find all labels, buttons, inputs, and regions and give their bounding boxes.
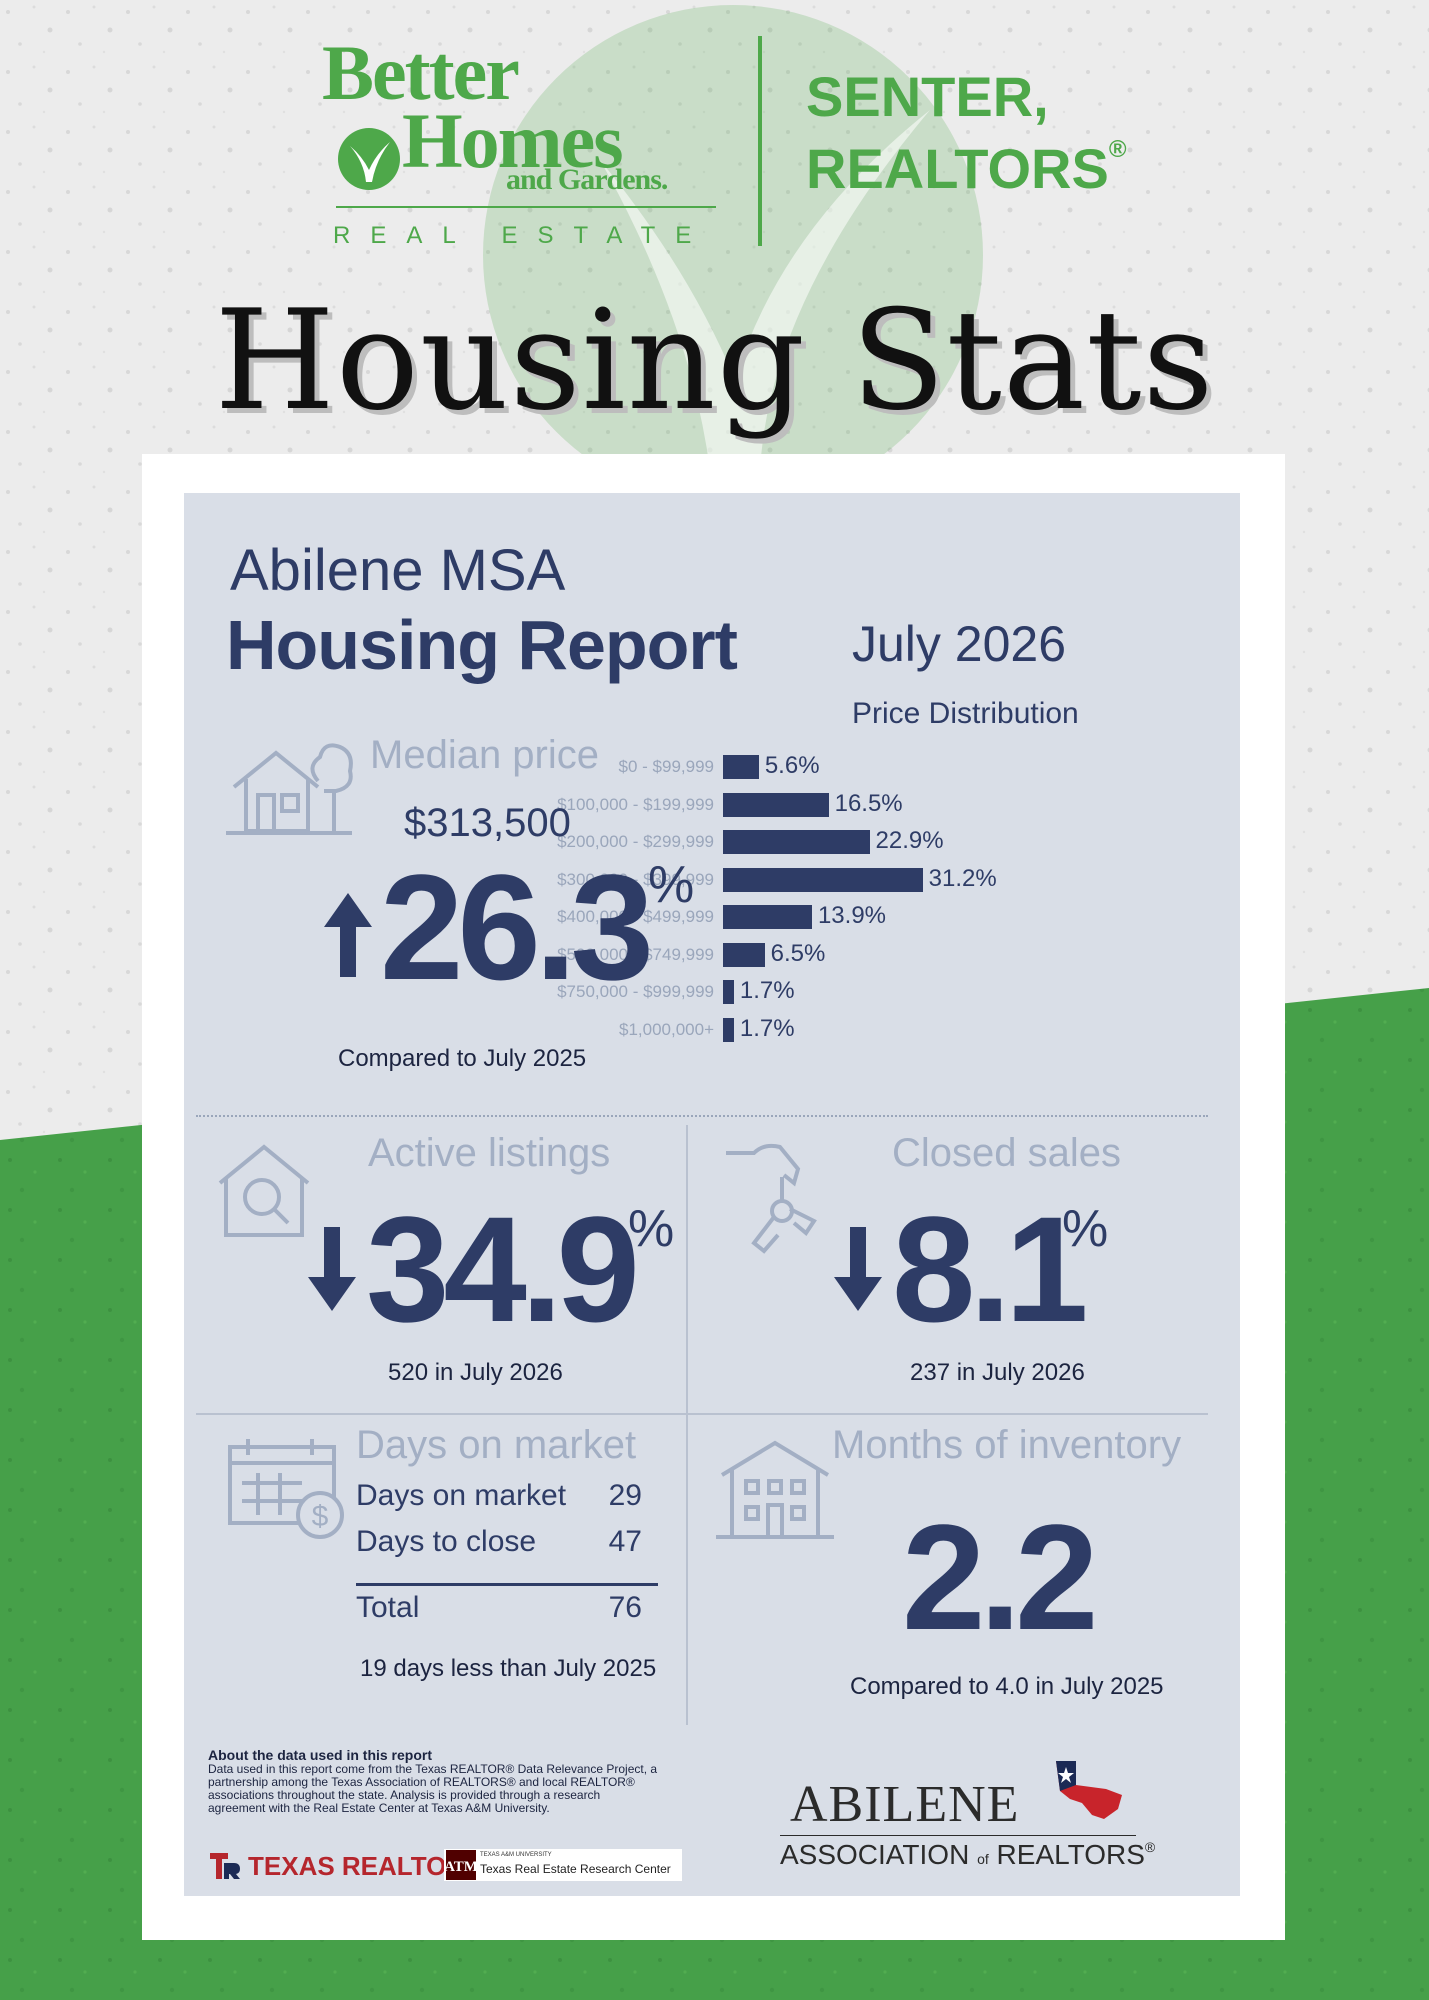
distribution-bar <box>723 792 829 817</box>
distribution-bar <box>723 980 734 1004</box>
median-price-value: $313,500 <box>404 801 571 845</box>
distribution-label: $300,000 - $399,999 <box>557 869 714 889</box>
months-inventory-caption: Compared to 4.0 in July 2025 <box>850 1673 1164 1700</box>
distribution-bar <box>723 867 923 892</box>
distribution-value: 1.7% <box>739 1014 795 1042</box>
bhg-leaf-icon <box>338 128 400 190</box>
closed-sales-caption: 237 in July 2026 <box>910 1359 1085 1386</box>
hand-keys-icon <box>726 1143 817 1254</box>
distribution-label: $100,000 - $199,999 <box>557 794 714 814</box>
median-price-caption: Compared to July 2025 <box>338 1045 587 1072</box>
divider-vertical-middle <box>686 1125 688 1725</box>
bhg-logo-homes: Homes <box>402 97 624 184</box>
abilene-logo-word: ABILENE <box>790 1776 1020 1833</box>
bhg-logo-real-estate: REAL ESTATE <box>333 222 712 249</box>
bhg-logo-gardens: and Gardens. <box>506 163 668 196</box>
distribution-label: $200,000 - $299,999 <box>557 832 714 851</box>
abilene-logo-realtors: REALTORS <box>996 1839 1145 1870</box>
region-title: Abilene MSA <box>230 538 566 603</box>
about-title: About the data used in this report <box>208 1747 433 1763</box>
dom-row-2-value: 47 <box>608 1525 642 1558</box>
divider-horizontal-middle <box>196 1413 1208 1415</box>
dom-row-2-name: Days to close <box>356 1525 537 1558</box>
report-panel: Abilene MSA Housing Report July 2026 Pri… <box>184 493 1240 1896</box>
logo-separator <box>758 36 762 246</box>
brand-header: Better Homes and Gardens. REAL ESTATE SE… <box>0 0 1429 260</box>
median-price-pct: % <box>648 856 695 914</box>
arrow-up-icon <box>324 893 372 977</box>
arrow-down-icon <box>308 1227 356 1311</box>
report-period: July 2026 <box>852 616 1067 672</box>
office-name-line2: REALTORS® <box>806 136 1127 201</box>
registered-mark: ® <box>1108 136 1127 163</box>
distribution-bar <box>723 755 759 779</box>
report-heading: Housing Report <box>226 606 738 684</box>
price-distribution-title: Price Distribution <box>852 697 1079 730</box>
registered-mark: ® <box>1144 1839 1156 1855</box>
office-name-line1: SENTER, <box>806 65 1049 128</box>
svg-text:ATM: ATM <box>446 1859 476 1875</box>
distribution-label: $400,000 - $499,999 <box>557 907 714 926</box>
dom-row-1-value: 29 <box>608 1479 642 1512</box>
texas-flag-state-icon <box>1056 1761 1122 1819</box>
distribution-bar <box>723 942 765 967</box>
active-listings-label: Active listings <box>368 1131 611 1175</box>
median-price-change: 26.3 <box>380 843 654 1011</box>
abilene-logo-sub: ASSOCIATION of REALTORS® <box>780 1839 1155 1871</box>
calendar-dollar-icon: $ <box>228 1439 344 1539</box>
active-listings-caption: 520 in July 2026 <box>388 1359 563 1386</box>
svg-text:$: $ <box>312 1500 329 1533</box>
closed-sales-label: Closed sales <box>892 1131 1122 1175</box>
distribution-value: 31.2% <box>928 864 997 892</box>
texas-realtors-mark-icon <box>210 1853 240 1879</box>
dom-total-value: 76 <box>608 1591 642 1624</box>
divider-horizontal-top <box>196 1115 1208 1117</box>
distribution-label: $500,000 - $749,999 <box>557 944 714 964</box>
closed-sales-pct: % <box>1062 1200 1109 1258</box>
tamu-center-text: Texas Real Estate Research Center <box>480 1862 671 1876</box>
bhg-logo-divider <box>336 206 716 208</box>
house-tree-icon <box>226 743 353 835</box>
bhg-logo-better: Better <box>322 29 520 116</box>
arrow-down-icon <box>834 1227 882 1311</box>
office-name-line2-text: REALTORS <box>806 137 1109 200</box>
abilene-logo-of: of <box>977 1851 989 1867</box>
distribution-value: 6.5% <box>770 939 826 967</box>
distribution-label: $1,000,000+ <box>618 1019 714 1039</box>
distribution-bar <box>723 905 812 929</box>
months-inventory-label: Months of inventory <box>832 1423 1182 1467</box>
closed-sales-change: 8.1 <box>892 1185 1089 1353</box>
distribution-value: 13.9% <box>817 902 887 929</box>
about-block: About the data used in this report Data … <box>208 1747 660 1815</box>
page-title: Housing Stats <box>214 280 1215 441</box>
distribution-bar <box>723 830 870 854</box>
active-listings-change: 34.9 <box>366 1185 640 1353</box>
tamu-small-text: TEXAS A&M UNIVERSITY <box>480 1852 552 1858</box>
house-search-icon <box>218 1144 310 1237</box>
months-inventory-value: 2.2 <box>902 1493 1099 1661</box>
building-icon <box>716 1440 834 1539</box>
dom-total-divider <box>356 1583 658 1586</box>
days-on-market-label: Days on market <box>356 1423 637 1467</box>
distribution-bar <box>723 1017 734 1042</box>
distribution-label: $0 - $99,999 <box>618 757 714 776</box>
distribution-value: 16.5% <box>834 789 903 817</box>
tamu-mark-icon: ATM <box>446 1850 476 1880</box>
texas-realtors-text: TEXAS REALTORS <box>248 1851 483 1881</box>
abilene-logo-rule <box>780 1835 1136 1836</box>
distribution-value: 5.6% <box>764 752 820 779</box>
active-listings-pct: % <box>628 1200 675 1258</box>
abilene-logo-association: ASSOCIATION <box>780 1839 970 1870</box>
days-on-market-caption: 19 days less than July 2025 <box>360 1655 657 1682</box>
median-price-label: Median price <box>370 733 600 777</box>
tamu-logo: ATM TEXAS A&M UNIVERSITY Texas Real Esta… <box>444 1849 682 1881</box>
distribution-value: 22.9% <box>875 827 944 854</box>
distribution-value: 1.7% <box>739 977 795 1004</box>
dom-row-1-name: Days on market <box>356 1479 567 1512</box>
dom-total-label: Total <box>356 1591 420 1624</box>
abilene-association-logo: ABILENE ASSOCIATION of REALTORS® <box>776 1761 1156 1875</box>
distribution-label: $750,000 - $999,999 <box>557 982 714 1001</box>
about-text: Data used in this report come from the T… <box>208 1762 658 1815</box>
